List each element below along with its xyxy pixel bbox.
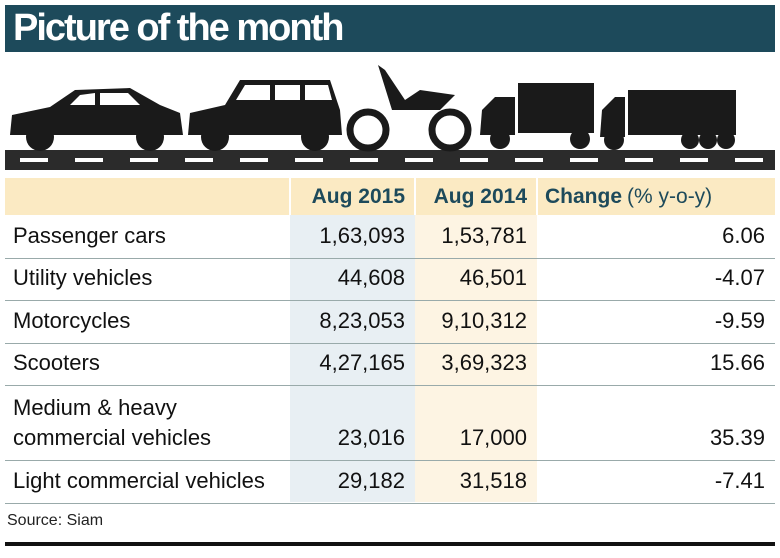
header-row [5, 178, 775, 215]
change-unit: (% y-o-y) [627, 184, 713, 208]
row-label: Passenger cars [13, 222, 166, 248]
column-header: Aug 2014 [433, 184, 527, 208]
title: Picture of the month [5, 5, 775, 52]
vehicle-illustration [5, 65, 775, 170]
truck-small [480, 83, 594, 149]
row-label: Motorcycles [13, 307, 131, 333]
header-divider [536, 178, 538, 215]
cell-value: 4,27,165 [319, 350, 405, 375]
header-divider [289, 178, 291, 215]
row-rule [5, 300, 775, 301]
cell-value: -7.41 [714, 467, 765, 493]
cell-value: 46,501 [459, 265, 527, 290]
cell-value: -4.07 [714, 265, 765, 290]
header-divider [414, 178, 416, 215]
cell-value: 23,016 [337, 425, 405, 450]
cell-value: 9,10,312 [441, 307, 527, 333]
column-header: Change (% y-o-y) [537, 178, 775, 215]
cell-value: 6.06 [722, 222, 765, 248]
cell-value: 44,608 [337, 265, 405, 290]
cell-value: 29,182 [337, 467, 405, 493]
truck-large [600, 90, 736, 150]
column-header: Aug 2015 [311, 184, 405, 208]
cell-value: 17,000 [459, 425, 527, 450]
row-rule [5, 257, 775, 259]
row-rule [5, 502, 775, 504]
cell-value: 35.39 [709, 425, 765, 450]
change-header: Change [545, 184, 623, 208]
cell-value: 31,518 [459, 467, 527, 493]
car [10, 88, 183, 151]
row-label: Light commercial vehicles [13, 467, 265, 493]
road-markings [20, 158, 763, 162]
row-label: Utility vehicles [13, 265, 153, 290]
row-label: Scooters [13, 350, 100, 375]
bottom-rule [5, 542, 775, 546]
cell-value: -9.59 [714, 307, 765, 333]
cell-value: 1,63,093 [319, 222, 405, 248]
row-rule [5, 385, 775, 386]
column-shade [290, 215, 415, 502]
cell-value: 15.66 [709, 350, 765, 375]
row-label: Medium & heavy commercial vehicles [13, 395, 212, 450]
cell-value: 8,23,053 [319, 307, 405, 333]
cell-value: 3,69,323 [441, 350, 527, 375]
motorcycle [346, 65, 472, 152]
column-shade [415, 215, 537, 502]
road [5, 150, 775, 170]
suv [188, 80, 342, 151]
source: Source: Siam [7, 512, 104, 529]
row-rule [5, 342, 775, 344]
row-rule [5, 460, 775, 461]
cell-value: 1,53,781 [441, 222, 527, 248]
